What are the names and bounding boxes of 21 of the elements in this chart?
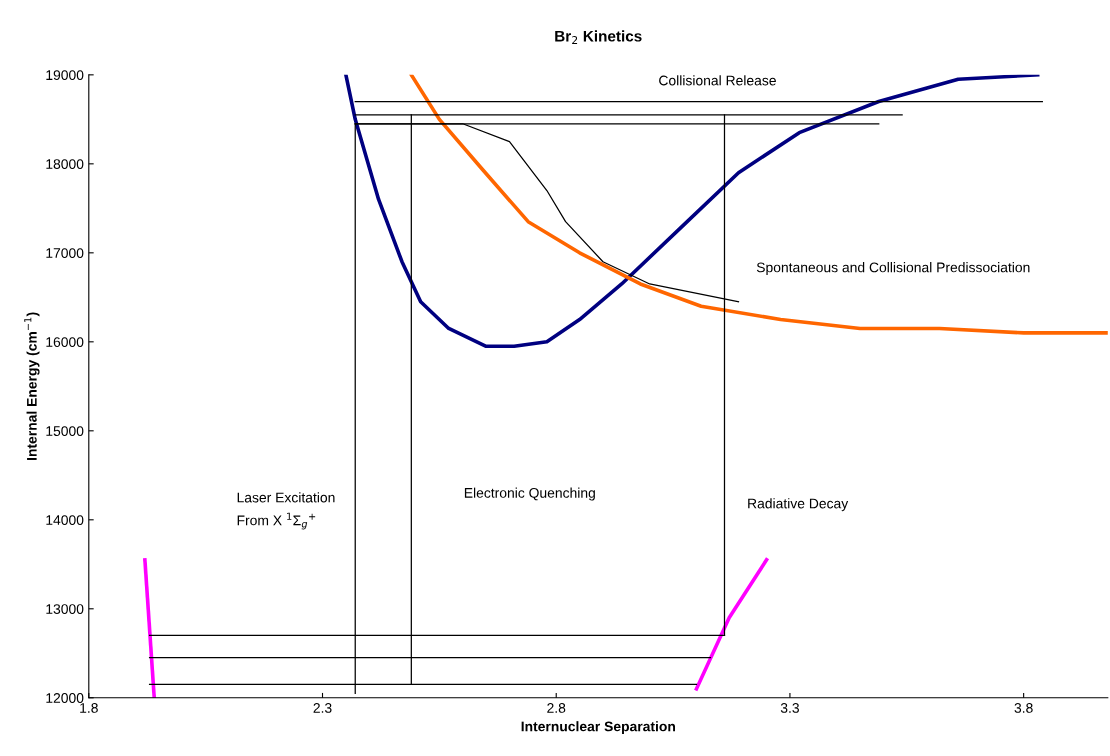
annotation: Collisional Release	[659, 75, 776, 86]
annotation: Spontaneous and Collisional Predissociation	[756, 262, 1030, 276]
annotation: Electronic Quenching	[464, 487, 595, 501]
y-tick-label: 16000	[46, 337, 84, 347]
x-tick-label: 3.3	[780, 703, 799, 713]
y-tick-label: 14000	[46, 515, 84, 525]
y-tick-label: 17000	[46, 248, 84, 258]
y-tick-label: 15000	[46, 426, 84, 436]
y-tick-label: 12000	[46, 693, 84, 703]
y-tick-label: 19000	[46, 70, 84, 81]
x-tick-label: 2.3	[313, 703, 332, 713]
x-tick-label: 2.8	[547, 703, 566, 713]
y-tick-label: 18000	[46, 159, 84, 170]
y-axis-title: Internal Energy (cm$^{−1}$)	[24, 312, 40, 460]
annotation: Radiative Decay	[748, 498, 849, 512]
x-tick-label: 1.8	[80, 703, 98, 713]
y-tick-label: 13000	[46, 604, 84, 614]
x-tick-label: 3.8	[1014, 703, 1033, 713]
x-axis-title: Internuclear Separation	[521, 721, 675, 735]
chart-title: Br$_{2}$ Kinetics	[555, 30, 642, 44]
annotation: Laser Excitation From X $^{1}$Σ$_{g}$$^{+}$	[237, 492, 335, 530]
